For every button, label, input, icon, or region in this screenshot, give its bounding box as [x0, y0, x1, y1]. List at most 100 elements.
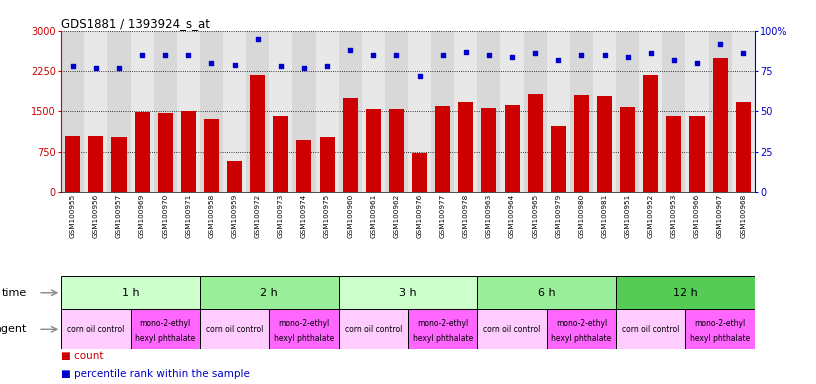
- Bar: [135, 112, 149, 192]
- Text: hexyl phthalate: hexyl phthalate: [413, 334, 472, 343]
- Bar: [339, 276, 477, 309]
- Bar: [112, 137, 126, 192]
- Text: corn oil control: corn oil control: [483, 325, 541, 334]
- Point: [667, 57, 681, 63]
- Point: [482, 52, 495, 58]
- Point: [505, 53, 518, 60]
- Bar: [408, 309, 477, 349]
- Text: 12 h: 12 h: [673, 288, 698, 298]
- Bar: [385, 31, 408, 192]
- Bar: [316, 31, 339, 192]
- Point: [552, 57, 565, 63]
- Text: hexyl phthalate: hexyl phthalate: [135, 334, 195, 343]
- Bar: [84, 31, 108, 192]
- Bar: [732, 31, 755, 192]
- Point: [251, 36, 264, 42]
- Bar: [131, 31, 153, 192]
- Text: mono-2-ethyl: mono-2-ethyl: [417, 319, 468, 328]
- Point: [644, 50, 657, 56]
- Text: mono-2-ethyl: mono-2-ethyl: [694, 319, 746, 328]
- Bar: [685, 309, 755, 349]
- Bar: [435, 106, 450, 192]
- Point: [182, 52, 195, 58]
- Bar: [366, 109, 381, 192]
- Bar: [61, 31, 84, 192]
- Bar: [412, 153, 427, 192]
- Bar: [643, 75, 659, 192]
- Point: [66, 63, 79, 69]
- Text: corn oil control: corn oil control: [622, 325, 680, 334]
- Bar: [269, 309, 339, 349]
- Bar: [227, 161, 242, 192]
- Text: hexyl phthalate: hexyl phthalate: [274, 334, 334, 343]
- Text: corn oil control: corn oil control: [344, 325, 402, 334]
- Bar: [551, 126, 565, 192]
- Bar: [547, 31, 570, 192]
- Point: [529, 50, 542, 56]
- Bar: [616, 31, 639, 192]
- Bar: [524, 31, 547, 192]
- Bar: [620, 107, 635, 192]
- Bar: [251, 75, 265, 192]
- Text: ■ percentile rank within the sample: ■ percentile rank within the sample: [61, 369, 250, 379]
- Bar: [389, 109, 404, 192]
- Bar: [177, 31, 200, 192]
- Bar: [685, 31, 708, 192]
- Text: hexyl phthalate: hexyl phthalate: [552, 334, 611, 343]
- Bar: [181, 111, 196, 192]
- Point: [274, 63, 287, 69]
- Bar: [712, 58, 728, 192]
- Point: [390, 52, 403, 58]
- Bar: [339, 31, 361, 192]
- Bar: [639, 31, 663, 192]
- Bar: [339, 309, 408, 349]
- Bar: [320, 137, 335, 192]
- Bar: [570, 31, 593, 192]
- Text: agent: agent: [0, 324, 26, 334]
- Text: corn oil control: corn oil control: [206, 325, 264, 334]
- Bar: [528, 94, 543, 192]
- Bar: [574, 95, 589, 192]
- Point: [205, 60, 218, 66]
- Bar: [88, 136, 104, 192]
- Bar: [736, 102, 751, 192]
- Bar: [200, 31, 223, 192]
- Bar: [153, 31, 177, 192]
- Point: [89, 65, 102, 71]
- Bar: [361, 31, 385, 192]
- Bar: [455, 31, 477, 192]
- Point: [344, 47, 357, 53]
- Text: ■ count: ■ count: [61, 351, 104, 361]
- Point: [690, 60, 703, 66]
- Point: [413, 73, 426, 79]
- Bar: [663, 31, 685, 192]
- Bar: [61, 309, 131, 349]
- Text: GDS1881 / 1393924_s_at: GDS1881 / 1393924_s_at: [61, 17, 211, 30]
- Point: [297, 65, 310, 71]
- Bar: [246, 31, 269, 192]
- Bar: [708, 31, 732, 192]
- Point: [598, 52, 611, 58]
- Text: 3 h: 3 h: [399, 288, 417, 298]
- Text: mono-2-ethyl: mono-2-ethyl: [278, 319, 330, 328]
- Text: 2 h: 2 h: [260, 288, 278, 298]
- Bar: [504, 105, 520, 192]
- Bar: [131, 309, 200, 349]
- Text: hexyl phthalate: hexyl phthalate: [690, 334, 750, 343]
- Text: mono-2-ethyl: mono-2-ethyl: [556, 319, 607, 328]
- Bar: [593, 31, 616, 192]
- Bar: [477, 309, 547, 349]
- Bar: [65, 136, 80, 192]
- Text: time: time: [2, 288, 26, 298]
- Bar: [500, 31, 524, 192]
- Point: [228, 61, 241, 68]
- Bar: [667, 116, 681, 192]
- Bar: [690, 116, 704, 192]
- Bar: [616, 309, 685, 349]
- Point: [113, 65, 126, 71]
- Bar: [204, 119, 219, 192]
- Point: [737, 50, 750, 56]
- Bar: [481, 108, 496, 192]
- Text: 1 h: 1 h: [122, 288, 140, 298]
- Bar: [343, 98, 357, 192]
